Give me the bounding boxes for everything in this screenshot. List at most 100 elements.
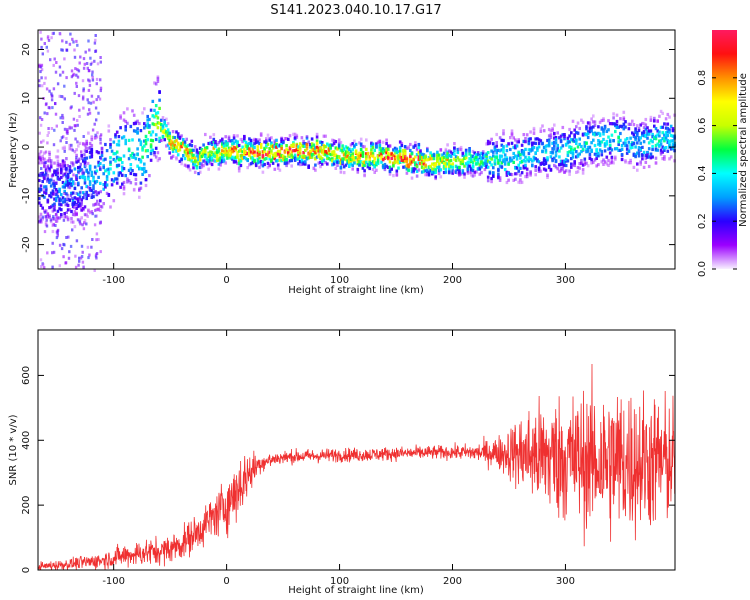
spectrogram-xtick-label: 200 — [443, 275, 462, 286]
spectrogram-cell — [82, 191, 85, 195]
spectrogram-cell — [317, 148, 321, 152]
spectrogram-noise-cell — [75, 156, 78, 160]
spectrogram-cell — [83, 175, 87, 180]
spectrogram-cell — [90, 143, 94, 148]
spectrogram-cell — [536, 146, 539, 150]
spectrogram-cell — [207, 167, 210, 171]
spectrogram-cell — [641, 133, 644, 137]
spectrogram-noise-cell — [50, 98, 54, 102]
spectrogram-cell — [88, 155, 92, 159]
spectrogram-cell — [90, 135, 94, 139]
spectrogram-cell — [507, 178, 510, 182]
spectrogram-cell — [43, 157, 46, 161]
spectrogram-cell — [342, 157, 346, 161]
spectrogram-cell — [87, 131, 90, 135]
spectrogram-cell — [397, 156, 400, 160]
spectrogram-cell — [77, 200, 80, 204]
spectrogram-cell — [400, 141, 404, 146]
spectrogram-cell — [54, 170, 58, 174]
spectrogram-cell — [170, 143, 173, 147]
spectrogram-cell — [127, 138, 131, 142]
spectrogram-cell — [663, 155, 666, 159]
spectrogram-cell — [509, 172, 512, 176]
spectrogram-cell — [342, 165, 346, 169]
spectrogram-cell — [244, 150, 248, 155]
spectrogram-noise-cell — [43, 81, 46, 85]
spectrogram-cell — [476, 167, 480, 171]
spectrogram-cell — [141, 155, 144, 159]
spectrogram-cell — [78, 141, 82, 145]
spectrogram-cell — [480, 157, 483, 161]
spectrogram-cell — [190, 153, 194, 157]
spectrogram-cell — [634, 127, 637, 131]
spectrogram-cell — [283, 161, 287, 165]
spectrogram-cell — [608, 151, 612, 155]
spectrogram-cell — [298, 148, 302, 152]
spectrogram-cell — [448, 153, 451, 157]
spectrogram-noise-cell — [74, 265, 78, 269]
spectrogram-cell — [43, 173, 46, 177]
spectrogram-noise-cell — [44, 173, 48, 177]
spectrogram-cell — [359, 151, 363, 155]
spectrogram-cell — [239, 149, 243, 153]
spectrogram-cell — [514, 146, 517, 150]
spectrogram-cell — [392, 148, 395, 152]
spectrogram-cell — [185, 137, 188, 141]
spectrogram-cell — [644, 134, 648, 138]
spectrogram-cell — [559, 162, 563, 166]
spectrogram-cell — [302, 151, 305, 155]
spectrogram-noise-cell — [94, 202, 98, 206]
spectrogram-noise-cell — [55, 61, 58, 64]
spectrogram-cell — [65, 174, 68, 178]
spectrogram-cell — [166, 143, 170, 147]
spectrogram-noise-cell — [94, 106, 98, 110]
spectrogram-cell — [361, 166, 365, 170]
spectrogram-cell — [536, 137, 539, 141]
spectrogram-cell — [87, 177, 90, 181]
spectrogram-cell — [492, 166, 495, 170]
spectrogram-noise-cell — [76, 43, 79, 47]
spectrogram-cell — [163, 131, 166, 135]
spectrogram-cell — [46, 212, 50, 216]
spectrogram-cell — [627, 127, 631, 131]
spectrogram-cell — [63, 145, 66, 149]
spectrogram-cell — [363, 169, 366, 173]
spectrogram-cell — [542, 162, 546, 166]
spectrogram-cell — [429, 153, 432, 157]
spectrogram-cell — [246, 142, 249, 146]
spectrogram-noise-cell — [52, 87, 56, 91]
spectrogram-cell — [232, 149, 236, 153]
spectrogram-cell — [376, 154, 380, 158]
spectrogram-cell — [509, 136, 512, 140]
spectrogram-cell — [661, 131, 664, 135]
spectrogram-cell — [105, 183, 109, 187]
spectrogram-cell — [261, 170, 265, 174]
spectrogram-cell — [559, 159, 563, 163]
spectrogram-noise-cell — [45, 102, 48, 106]
spectrogram-cell — [68, 143, 72, 148]
spectrogram-cell — [346, 161, 349, 165]
spectrogram-cell — [503, 157, 507, 161]
spectrogram-cell — [378, 139, 382, 143]
spectrogram-cell — [663, 139, 666, 143]
spectrogram-cell — [319, 149, 322, 153]
spectrogram-cell — [658, 143, 661, 147]
spectrogram-cell — [231, 142, 234, 146]
spectrogram-cell — [617, 142, 620, 146]
spectrogram-cell — [651, 140, 654, 144]
spectrogram-cell — [502, 145, 505, 149]
spectrogram-cell — [268, 164, 271, 168]
spectrogram-cell — [519, 178, 522, 182]
spectrogram-cell — [605, 141, 609, 146]
spectrogram-cell — [119, 116, 122, 120]
spectrogram-cell — [331, 159, 334, 163]
spectrogram-cell — [353, 156, 356, 160]
spectrogram-cell — [63, 197, 66, 201]
spectrogram-cell — [658, 130, 661, 134]
spectrogram-cell — [163, 122, 166, 126]
spectrogram-cell — [344, 163, 348, 167]
spectrogram-cell — [209, 141, 212, 145]
spectrogram-cell — [282, 141, 285, 145]
spectrogram-cell — [144, 124, 148, 128]
spectrogram-cell — [415, 153, 419, 157]
